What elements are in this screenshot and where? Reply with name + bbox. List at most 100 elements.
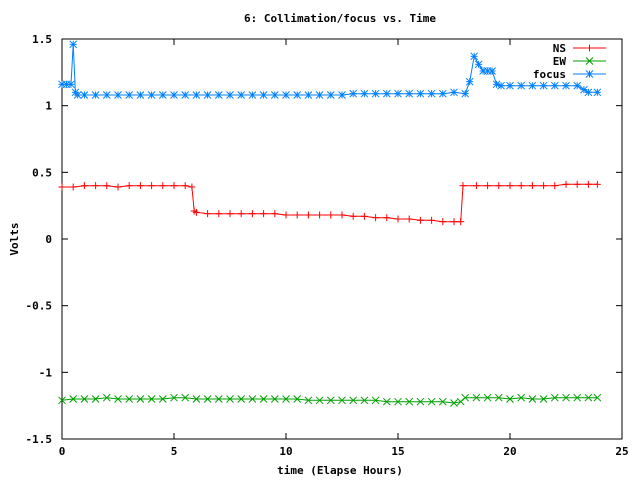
legend-label: NS [553,42,566,55]
data-point [147,395,156,403]
data-point [573,81,582,90]
data-point [316,211,324,219]
data-point [506,395,514,403]
y-tick-label: -0.5 [26,300,53,313]
data-point [584,180,592,188]
data-point [461,393,470,402]
data-point [248,91,257,99]
data-point [349,89,358,98]
data-point [270,395,279,403]
data-point [550,81,559,90]
series-ew [58,393,602,407]
x-tick-label: 5 [171,445,178,458]
data-point [304,396,313,405]
x-tick-label: 20 [503,445,516,458]
legend-marker [585,70,594,78]
data-point [428,216,436,224]
data-point [158,91,167,99]
data-point [237,91,246,99]
data-point [372,214,380,222]
data-point [528,395,537,403]
data-point [394,397,402,406]
data-point [293,395,302,403]
series-line [62,183,598,223]
data-point [360,396,369,405]
data-point [528,81,537,90]
data-point [470,52,479,61]
data-point [204,210,212,218]
data-point [416,216,424,224]
data-point [293,91,302,99]
data-point [69,395,78,403]
x-tick-label: 25 [615,445,628,458]
legend-marker [586,44,593,52]
data-point [58,396,66,405]
y-tick-label: -1 [39,366,53,379]
data-point [539,81,548,90]
data-point [416,89,425,98]
data-point [438,89,447,98]
data-point [405,89,414,98]
data-point [259,395,268,403]
data-point [237,210,245,218]
data-point [539,395,548,403]
data-point [327,211,335,219]
data-point [326,91,335,99]
x-tick-label: 0 [59,445,66,458]
data-point [349,396,358,405]
data-point [214,91,223,99]
data-point [484,182,492,190]
data-point [562,393,570,402]
data-point [181,393,190,402]
data-point [495,182,503,190]
data-point [226,395,234,403]
data-point [550,393,559,402]
data-point [103,182,111,190]
data-point [492,80,501,89]
data-point [114,91,122,99]
data-point [483,393,492,402]
data-point [102,91,111,99]
data-point [497,81,505,90]
data-point [349,212,357,220]
data-point [461,89,470,98]
data-point [360,212,368,220]
chart-title: 6: Collimation/focus vs. Time [244,12,436,25]
data-point [226,91,234,99]
data-point [170,393,178,402]
data-point [593,393,602,402]
data-point [506,81,514,90]
data-point [293,211,301,219]
data-point [188,183,196,191]
x-tick-label: 15 [391,445,404,458]
data-point [170,91,178,99]
data-point [551,182,559,190]
data-point [371,89,380,98]
data-point [450,399,458,407]
data-point [517,182,525,190]
data-point [125,395,134,403]
legend-marker [585,57,594,65]
data-point [136,91,145,99]
data-point [382,397,391,406]
data-point [416,397,425,406]
data-point [214,395,223,403]
legend-label: EW [553,55,567,68]
data-point [282,91,290,99]
data-point [517,393,526,402]
data-point [494,393,503,402]
data-point [282,395,290,403]
data-point [450,218,458,226]
data-point [459,182,467,190]
data-point [282,211,290,219]
data-point [69,40,78,49]
data-point [237,395,246,403]
plot-frame [61,38,623,440]
data-point [192,395,201,403]
data-point [192,91,201,99]
data-point [170,182,178,190]
data-point [338,396,346,405]
data-point [69,183,77,191]
data-point [260,210,268,218]
y-tick-label: 1.5 [32,33,52,46]
